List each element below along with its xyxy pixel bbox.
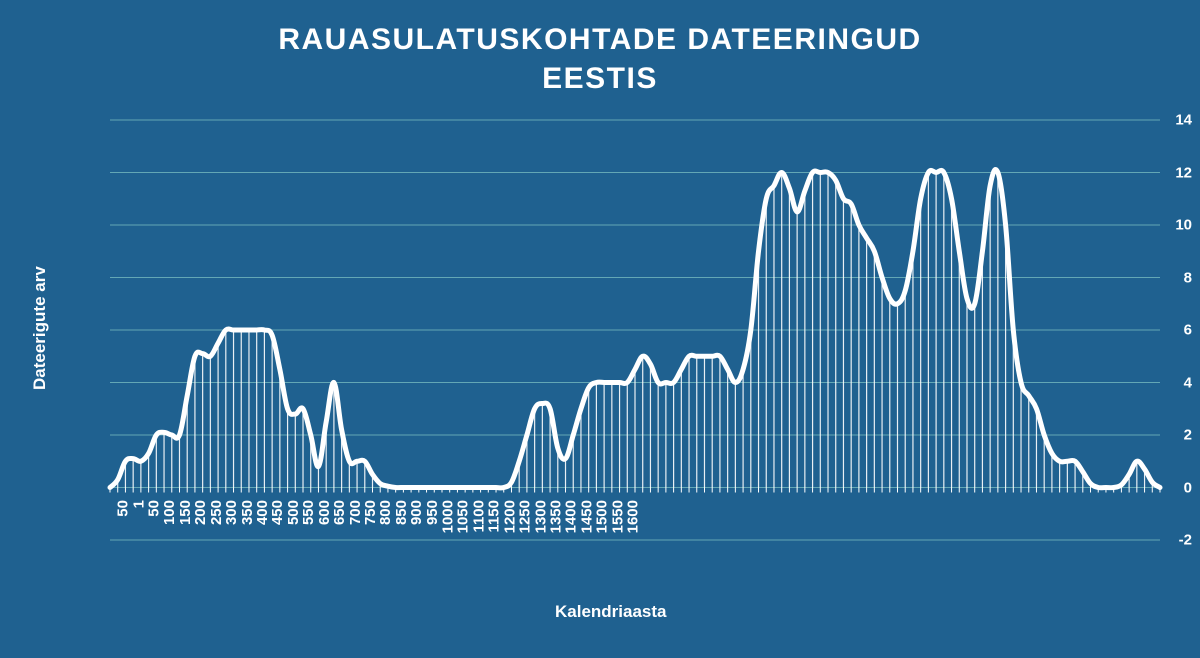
- x-tick-label: 950: [424, 500, 441, 525]
- x-tick-label: 200: [192, 500, 209, 525]
- y-tick-label: 8: [1082, 269, 1192, 286]
- x-tick-label: 450: [269, 500, 286, 525]
- x-tick-label: 550: [300, 500, 317, 525]
- x-tick-label: 800: [378, 500, 395, 525]
- y-tick-label: 14: [1082, 112, 1192, 129]
- y-tick-label: -2: [1082, 532, 1192, 549]
- x-tick-label: 1250: [516, 500, 533, 533]
- x-tick-label: 350: [239, 500, 256, 525]
- x-tick-label: 1600: [625, 500, 642, 533]
- y-tick-label: 12: [1082, 164, 1192, 181]
- y-tick-label: 6: [1082, 322, 1192, 339]
- y-tick-label: 2: [1082, 427, 1192, 444]
- x-tick-label: 1050: [455, 500, 472, 533]
- x-tick-label: 300: [223, 500, 240, 525]
- x-tick-label: 1150: [486, 500, 503, 533]
- chart-svg: [0, 0, 1200, 658]
- y-tick-label: 0: [1082, 479, 1192, 496]
- x-tick-label: 1400: [563, 500, 580, 533]
- y-tick-label: 4: [1082, 374, 1192, 391]
- chart-plot-area: [0, 0, 1200, 658]
- x-tick-label: 100: [161, 500, 178, 525]
- x-tick-label: 650: [331, 500, 348, 525]
- y-tick-label: 10: [1082, 217, 1192, 234]
- x-tick-label: 900: [408, 500, 425, 525]
- x-tick-label: 1500: [594, 500, 611, 533]
- x-tick-label: 1300: [532, 500, 549, 533]
